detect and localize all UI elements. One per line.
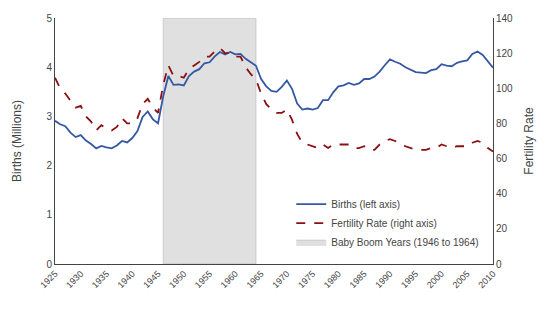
svg-text:1985: 1985 bbox=[348, 269, 369, 290]
svg-text:2005: 2005 bbox=[451, 269, 472, 290]
svg-text:1995: 1995 bbox=[399, 269, 420, 290]
svg-text:0: 0 bbox=[46, 259, 52, 270]
svg-text:1970: 1970 bbox=[270, 269, 291, 290]
svg-text:1950: 1950 bbox=[167, 269, 188, 290]
svg-text:0: 0 bbox=[496, 259, 502, 270]
svg-text:Births (Millions): Births (Millions) bbox=[10, 100, 24, 182]
svg-text:2: 2 bbox=[46, 160, 52, 171]
svg-text:1960: 1960 bbox=[219, 269, 240, 290]
svg-text:120: 120 bbox=[496, 48, 513, 59]
svg-text:2000: 2000 bbox=[425, 269, 446, 290]
svg-text:3: 3 bbox=[46, 111, 52, 122]
svg-text:80: 80 bbox=[496, 118, 508, 129]
svg-text:1925: 1925 bbox=[38, 269, 59, 290]
svg-text:1975: 1975 bbox=[296, 269, 317, 290]
svg-text:Fertility Rate (right axis): Fertility Rate (right axis) bbox=[331, 218, 437, 229]
svg-text:100: 100 bbox=[496, 83, 513, 94]
svg-text:4: 4 bbox=[46, 62, 52, 73]
svg-text:1990: 1990 bbox=[373, 269, 394, 290]
svg-text:Fertility Rate: Fertility Rate bbox=[522, 107, 536, 175]
svg-text:Births (left axis): Births (left axis) bbox=[331, 199, 400, 210]
svg-text:1965: 1965 bbox=[244, 269, 265, 290]
svg-text:1945: 1945 bbox=[141, 269, 162, 290]
svg-text:40: 40 bbox=[496, 188, 508, 199]
svg-text:20: 20 bbox=[496, 223, 508, 234]
svg-text:1935: 1935 bbox=[90, 269, 111, 290]
svg-text:1930: 1930 bbox=[64, 269, 85, 290]
svg-text:Baby Boom Years (1946 to 1964): Baby Boom Years (1946 to 1964) bbox=[331, 237, 478, 248]
svg-text:1955: 1955 bbox=[193, 269, 214, 290]
svg-text:1940: 1940 bbox=[116, 269, 137, 290]
svg-text:1980: 1980 bbox=[322, 269, 343, 290]
svg-text:140: 140 bbox=[496, 13, 513, 24]
svg-text:1: 1 bbox=[46, 209, 52, 220]
svg-text:2010: 2010 bbox=[476, 269, 497, 290]
svg-text:5: 5 bbox=[46, 13, 52, 24]
svg-text:60: 60 bbox=[496, 153, 508, 164]
